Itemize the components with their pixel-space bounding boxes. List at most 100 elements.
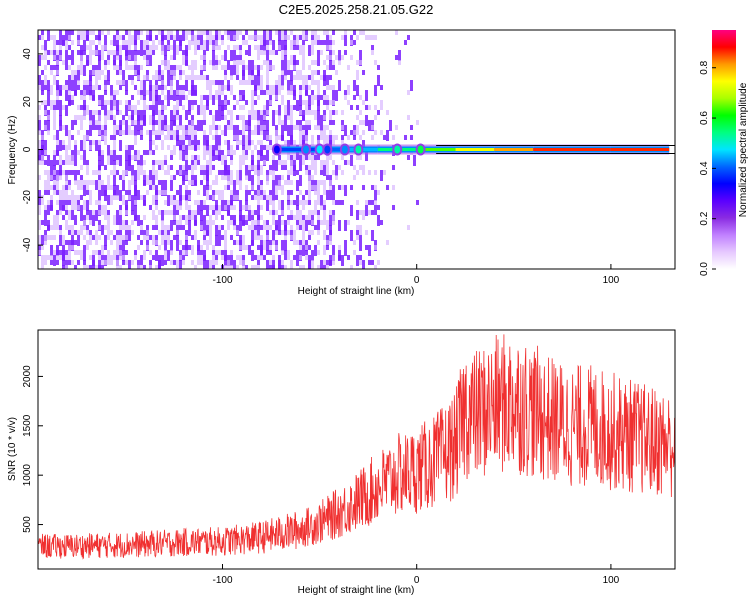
spectrogram-cell: [221, 190, 224, 195]
spectrogram-cell: [326, 140, 329, 145]
spectrogram-cell: [50, 105, 53, 110]
spectrogram-cell: [371, 135, 374, 140]
spectrogram-cell: [170, 95, 173, 100]
spectrogram-cell: [233, 70, 236, 75]
snr-frame: [37, 329, 676, 570]
x-tick-label: 0: [414, 575, 420, 586]
spectrogram-cell: [380, 85, 383, 90]
spectrogram-cell: [41, 235, 44, 240]
spectrogram-cell: [149, 85, 152, 90]
spectrogram-cell: [68, 260, 71, 265]
spectrogram-cell: [281, 250, 284, 255]
spectrogram-cell: [104, 235, 107, 246]
spectrogram-cell: [167, 250, 170, 261]
spectrogram-cell: [119, 35, 122, 40]
spectrogram-cell: [257, 95, 260, 100]
spectrogram-cell: [362, 260, 365, 269]
spectrogram-cell: [314, 210, 317, 215]
spectrogram-cell: [251, 35, 254, 40]
spectrogram-cell: [158, 180, 161, 185]
spectrogram-cell: [155, 85, 158, 90]
spectrogram-cell: [95, 185, 98, 190]
spectrogram-cell: [134, 105, 137, 110]
spectrogram-cell: [95, 50, 98, 55]
spectrogram-cell: [293, 230, 296, 235]
spectrogram-cell: [329, 60, 332, 65]
spectrogram-cell: [278, 230, 281, 235]
spectrogram-cell: [356, 215, 359, 220]
spectrogram-cell: [95, 75, 98, 80]
spectrogram-cell: [308, 165, 311, 170]
spectrogram-cell: [104, 205, 107, 210]
spectrogram-cell: [251, 150, 254, 155]
spectrogram-cell: [110, 255, 113, 260]
spectrogram-cell: [119, 45, 122, 50]
spectrogram-cell: [197, 210, 200, 215]
spectrogram-cell: [284, 55, 287, 60]
spectrogram-cell: [170, 45, 173, 50]
spectrogram-cell: [122, 180, 125, 191]
spectrogram-cell: [221, 115, 224, 120]
spectrogram-cell: [257, 265, 260, 269]
spectrogram-cell: [302, 50, 305, 55]
spectrogram-cell: [371, 45, 374, 50]
spectrogram-cell: [260, 35, 263, 40]
spectrogram-cell: [323, 185, 326, 190]
spectrogram-cell: [95, 210, 98, 221]
spectrogram-cell: [113, 165, 116, 170]
spectrogram-cell: [50, 165, 53, 170]
spectrogram-cell: [296, 255, 299, 266]
spectrogram-cell: [341, 170, 344, 175]
spectrogram-cell: [161, 85, 164, 90]
spectrogram-cell: [110, 150, 113, 155]
spectrogram-cell: [110, 230, 113, 235]
spectrogram-cell: [254, 145, 257, 150]
spectrogram-cell: [101, 105, 104, 110]
spectrogram-cell: [65, 250, 68, 255]
spectrogram-cell: [179, 150, 182, 155]
spectrogram-cell: [218, 35, 221, 40]
spectrogram-cell: [284, 140, 287, 145]
spectrogram-cell: [131, 200, 134, 211]
spectrogram-cell: [203, 155, 206, 160]
spectrogram-cell: [152, 90, 155, 95]
spectrogram-cell: [95, 85, 98, 90]
spectrogram-cell: [248, 65, 251, 70]
spectrogram-cell: [152, 150, 155, 155]
spectrogram-cell: [326, 75, 329, 80]
spectrogram-cell: [227, 100, 230, 105]
spectrogram-cell: [224, 140, 227, 145]
spectrogram-cell: [275, 80, 278, 85]
spectrogram-cell: [200, 250, 203, 255]
spectrogram-cell: [299, 45, 302, 50]
spectrogram-cell: [272, 200, 275, 205]
spectrogram-cell: [236, 65, 239, 70]
spectrogram-cell: [224, 205, 227, 210]
spectrogram-cell: [116, 195, 119, 200]
spectrogram-cell: [41, 160, 44, 165]
spectrogram-cell: [125, 100, 128, 105]
spectrogram-cell: [212, 45, 215, 50]
spectrogram-cell: [74, 120, 77, 125]
spectrogram-cell: [323, 220, 326, 225]
spectrogram-cell: [101, 55, 104, 60]
spectrogram-cell: [341, 200, 344, 205]
spectrogram-cell: [200, 210, 203, 221]
spectrogram-cell: [92, 170, 95, 175]
spectrogram-cell: [191, 125, 194, 130]
spectrogram-cell: [254, 265, 257, 269]
spectrogram-cell: [272, 45, 275, 50]
spectrogram-cell: [332, 60, 335, 65]
spectrogram-cell: [275, 110, 278, 115]
spectrogram-cell: [59, 160, 62, 165]
spectrogram-cell: [50, 35, 53, 40]
spectrogram-cell: [260, 140, 263, 145]
spectrogram-cell: [86, 210, 89, 215]
spectrogram-cell: [269, 265, 272, 269]
spectrogram-cell: [266, 145, 269, 150]
spectrogram-cell: [269, 190, 272, 195]
spectrogram-cell: [281, 210, 284, 215]
spectrogram-cell: [200, 245, 203, 250]
spectrogram-cell: [185, 135, 188, 140]
spectrogram-cell: [311, 230, 314, 235]
